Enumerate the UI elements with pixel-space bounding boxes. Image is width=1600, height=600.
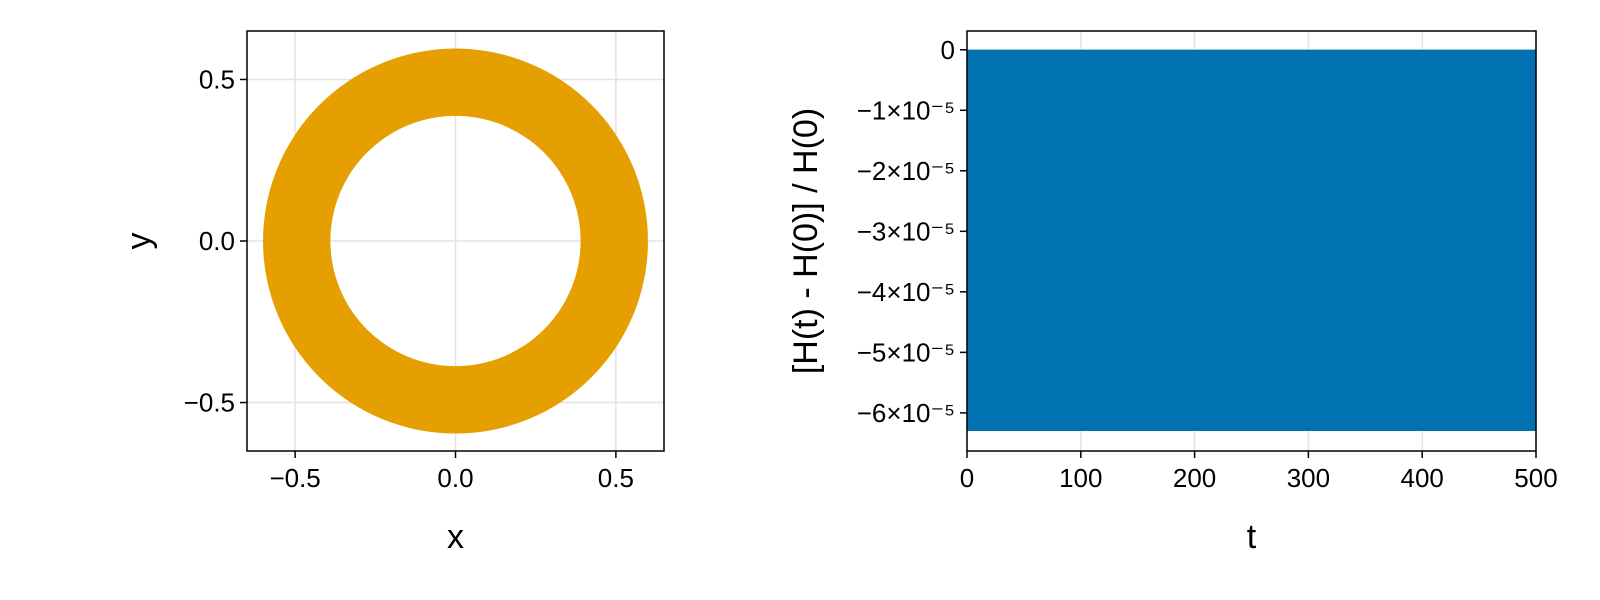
x-tick-label: 100 [1059, 463, 1102, 493]
energy-error-band [967, 49, 1536, 432]
y-tick-label: −6×10⁻⁵ [857, 398, 955, 428]
x-tick-label: 300 [1287, 463, 1330, 493]
y-tick-label: −4×10⁻⁵ [857, 277, 955, 307]
panel: −0.5 0.0 0.5 −0.5 0.0 0.5 x y [120, 30, 665, 556]
x-tick-label: 500 [1514, 463, 1557, 493]
orbit-region [263, 48, 648, 434]
x-tick-label: 400 [1401, 463, 1444, 493]
y-tick-label: −5×10⁻⁵ [857, 337, 955, 367]
panel: 0 100 200 300 400 500 0 −1×10⁻⁵ −2×10⁻⁵ −3×10⁻⁵ −4… [787, 30, 1558, 556]
y-tick-label: −2×10⁻⁵ [857, 156, 955, 186]
x-axis-label: t [1247, 518, 1257, 556]
x-tick-label: 0.5 [598, 463, 634, 493]
x-tick-label: −0.5 [269, 463, 320, 493]
y-tick-label: 0 [941, 35, 955, 65]
y-axis-label: [H(t) - H(0)] / H(0) [787, 108, 825, 374]
x-axis-label: x [447, 518, 464, 556]
axes-frame [966, 30, 1537, 452]
x-tick-label: 0.0 [437, 463, 473, 493]
x-tick-label: 0 [960, 463, 974, 493]
y-tick-label: 0.0 [199, 226, 235, 256]
x-tick-label: 200 [1173, 463, 1216, 493]
y-axis-label: y [120, 233, 158, 250]
y-tick-label: −3×10⁻⁵ [857, 216, 955, 246]
y-tick-label: 0.5 [199, 64, 235, 94]
y-tick-label: −1×10⁻⁵ [857, 95, 955, 125]
y-tick-label: −0.5 [184, 388, 235, 418]
